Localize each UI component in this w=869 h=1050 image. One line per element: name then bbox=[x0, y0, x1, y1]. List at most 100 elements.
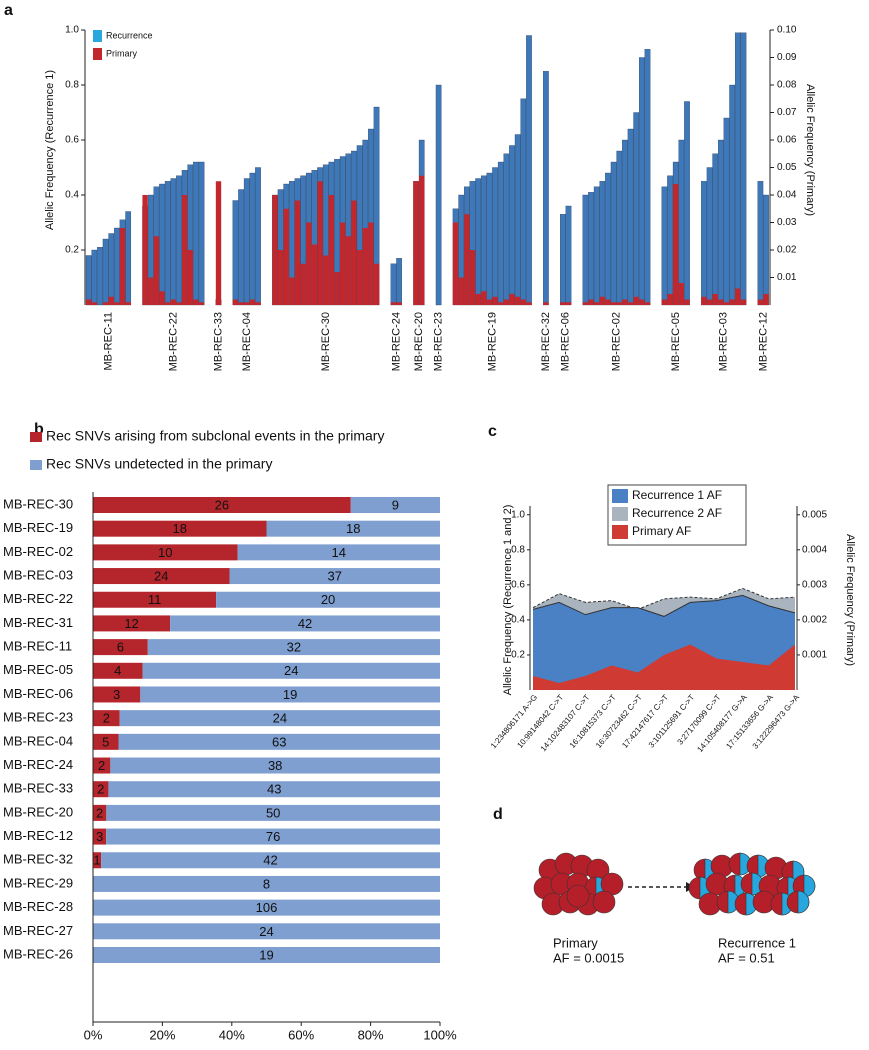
recurrence-bar bbox=[757, 181, 764, 306]
x-tick-label: 14:102483107 C->T bbox=[539, 693, 592, 754]
primary-bar bbox=[740, 299, 747, 305]
panel-label: c bbox=[488, 423, 497, 440]
y2-tick-label: 0.004 bbox=[802, 544, 827, 555]
primary-bar bbox=[622, 299, 628, 305]
primary-bar bbox=[165, 302, 171, 305]
primary-bar bbox=[91, 302, 98, 305]
x-tick-label: 1:234806171 A->G bbox=[489, 693, 539, 750]
value-label: 8 bbox=[263, 876, 270, 891]
diagram-label: AF = 0.51 bbox=[718, 950, 775, 965]
y-tick-label: 0.2 bbox=[65, 245, 79, 256]
y2-tick-label: 0.03 bbox=[777, 217, 797, 228]
y2-tick-label: 0.06 bbox=[777, 135, 797, 146]
primary-bar bbox=[520, 299, 526, 305]
recurrence-bar bbox=[593, 186, 600, 306]
value-label: 26 bbox=[215, 497, 229, 512]
category-label: MB-REC-22 bbox=[3, 591, 73, 606]
bar-segment bbox=[93, 852, 102, 869]
recurrence-bar bbox=[159, 183, 165, 306]
bar-segment bbox=[93, 639, 148, 656]
value-label: 4 bbox=[114, 663, 121, 678]
y2-tick-label: 0.05 bbox=[777, 162, 797, 173]
group-label: MB-REC-04 bbox=[241, 312, 253, 371]
y-tick-label: 0.6 bbox=[511, 579, 525, 590]
primary-bar bbox=[452, 222, 459, 305]
primary-bar bbox=[492, 296, 498, 305]
value-label: 2 bbox=[97, 782, 104, 797]
recurrence-bar bbox=[249, 172, 256, 306]
value-label: 24 bbox=[259, 924, 273, 939]
primary-bar bbox=[413, 181, 419, 305]
y2-tick-label: 0.005 bbox=[802, 509, 827, 520]
value-label: 5 bbox=[102, 734, 109, 749]
recurrence-bar bbox=[706, 167, 713, 306]
primary-bar bbox=[153, 236, 160, 305]
value-label: 63 bbox=[272, 734, 286, 749]
panel-label: d bbox=[493, 806, 503, 823]
y2-tick-label: 0.002 bbox=[802, 615, 827, 626]
primary-bar bbox=[334, 272, 340, 305]
primary-bar bbox=[170, 299, 177, 305]
y-tick-label: 1.0 bbox=[65, 25, 79, 36]
x-tick-label: 14:105408177 G->A bbox=[695, 692, 749, 754]
group-label: MB-REC-03 bbox=[718, 312, 730, 371]
bar-segment bbox=[93, 947, 440, 963]
primary-bar bbox=[244, 302, 250, 305]
y2-tick-label: 0.08 bbox=[777, 80, 797, 91]
recurrence-bar bbox=[723, 117, 730, 306]
value-label: 18 bbox=[173, 521, 187, 536]
value-label: 14 bbox=[332, 545, 346, 560]
y-axis-label: Allelic Frequency (Recurrence 1 and 2) bbox=[502, 505, 514, 696]
recurrence-bar bbox=[627, 128, 634, 306]
legend-swatch bbox=[93, 30, 102, 42]
value-label: 38 bbox=[268, 758, 282, 773]
bar-segment bbox=[110, 757, 440, 774]
primary-bar bbox=[102, 302, 109, 305]
primary-bar bbox=[684, 299, 690, 305]
recurrence-bar bbox=[599, 181, 606, 306]
y-axis-label: Allelic Frequency (Recurrence 1) bbox=[44, 70, 56, 230]
x-tick-label: 80% bbox=[358, 1027, 384, 1042]
recurrence-bar bbox=[520, 98, 527, 306]
recurrence-bar bbox=[238, 189, 244, 306]
bar-segment bbox=[101, 852, 441, 869]
primary-bar bbox=[712, 294, 718, 305]
primary-bar bbox=[763, 294, 769, 305]
recurrence-bar bbox=[729, 84, 736, 306]
primary-bar bbox=[678, 283, 685, 305]
value-label: 37 bbox=[328, 568, 342, 583]
primary-bar bbox=[142, 195, 148, 305]
bar-segment bbox=[93, 875, 440, 892]
y2-axis-label: Allelic Frequency (Primary) bbox=[804, 84, 816, 216]
x-tick-label: 100% bbox=[423, 1027, 457, 1042]
primary-bar bbox=[356, 250, 363, 305]
recurrence-bar bbox=[114, 227, 120, 306]
recurrence-bar bbox=[255, 167, 261, 306]
panel-label: b bbox=[34, 421, 44, 438]
x-tick-label: 40% bbox=[219, 1027, 245, 1042]
value-label: 42 bbox=[263, 853, 277, 868]
primary-bar bbox=[723, 302, 730, 305]
y-tick-label: 1.0 bbox=[511, 509, 525, 520]
bar-segment bbox=[93, 923, 440, 940]
primary-bar bbox=[294, 200, 301, 305]
legend-swatch bbox=[30, 432, 42, 442]
category-label: MB-REC-27 bbox=[3, 923, 73, 938]
primary-bar bbox=[159, 291, 165, 305]
x-tick-label: 3:101125691 C->T bbox=[647, 693, 697, 750]
primary-bar bbox=[503, 299, 510, 305]
bar-segment bbox=[237, 544, 440, 561]
primary-bar bbox=[729, 299, 735, 305]
y2-tick-label: 0.07 bbox=[777, 107, 797, 118]
category-label: MB-REC-30 bbox=[3, 496, 73, 511]
legend-swatch bbox=[612, 489, 628, 503]
recurrence-bar bbox=[170, 178, 177, 306]
primary-bar bbox=[526, 302, 532, 305]
primary-bar bbox=[317, 181, 323, 305]
cell-marker bbox=[797, 890, 810, 914]
primary-bar bbox=[390, 302, 397, 305]
y-tick-label: 0.2 bbox=[511, 650, 525, 661]
primary-bar bbox=[498, 302, 504, 305]
group-label: MB-REC-23 bbox=[433, 312, 445, 371]
diagram-label: Recurrence 1 bbox=[718, 935, 796, 950]
